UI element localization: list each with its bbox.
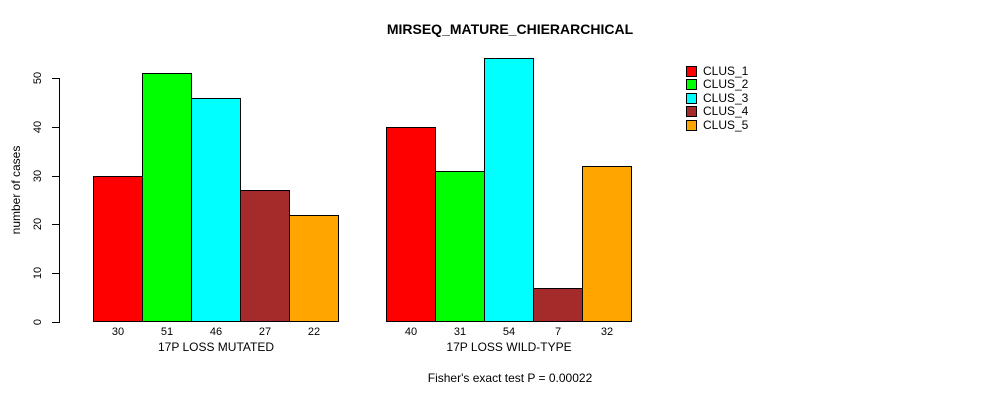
- bar-value-label: 30: [111, 326, 125, 338]
- y-tick-label: 30: [32, 169, 44, 183]
- legend-label: CLUS_5: [703, 118, 749, 132]
- y-axis-line: [59, 78, 60, 323]
- bar-value-label: 32: [600, 326, 614, 338]
- y-tick: [52, 78, 59, 79]
- bar-value-label: 22: [307, 326, 321, 338]
- bar: [533, 288, 583, 322]
- legend-swatch: [686, 66, 697, 77]
- y-tick-label: 10: [32, 266, 44, 280]
- bar-value-label: 31: [453, 326, 467, 338]
- legend-label: CLUS_4: [703, 104, 749, 118]
- bar: [435, 171, 485, 322]
- bar-value-label: 54: [502, 326, 516, 338]
- bar-value-label: 51: [160, 326, 174, 338]
- bar: [142, 73, 192, 322]
- bar: [240, 190, 290, 322]
- y-tick-label: 0: [32, 318, 44, 326]
- legend-swatch: [686, 106, 697, 117]
- bar: [484, 58, 534, 322]
- legend-label: CLUS_3: [703, 91, 749, 105]
- y-tick: [52, 224, 59, 225]
- y-tick-label: 20: [32, 217, 44, 231]
- chart-title: MIRSEQ_MATURE_CHIERARCHICAL: [386, 21, 634, 37]
- bar: [93, 176, 143, 322]
- bar-value-label: 40: [404, 326, 418, 338]
- bar-value-label: 46: [209, 326, 223, 338]
- footer-note: Fisher's exact test P = 0.00022: [427, 371, 593, 385]
- group-label: 17P LOSS WILD-TYPE: [446, 340, 572, 354]
- bar: [386, 127, 436, 322]
- bar: [582, 166, 632, 322]
- legend-label: CLUS_1: [703, 64, 749, 78]
- legend-swatch: [686, 120, 697, 131]
- y-tick: [52, 127, 59, 128]
- y-tick: [52, 322, 59, 323]
- bar: [191, 98, 241, 322]
- y-tick-label: 50: [32, 71, 44, 85]
- y-tick-label: 40: [32, 120, 44, 134]
- legend-swatch: [686, 79, 697, 90]
- y-tick: [52, 273, 59, 274]
- bar: [289, 215, 339, 322]
- y-axis-label: number of cases: [9, 145, 23, 235]
- group-label: 17P LOSS MUTATED: [157, 340, 275, 354]
- bar-value-label: 27: [258, 326, 272, 338]
- y-tick: [52, 176, 59, 177]
- legend-swatch: [686, 93, 697, 104]
- legend-label: CLUS_2: [703, 77, 749, 91]
- bar-value-label: 7: [554, 326, 562, 338]
